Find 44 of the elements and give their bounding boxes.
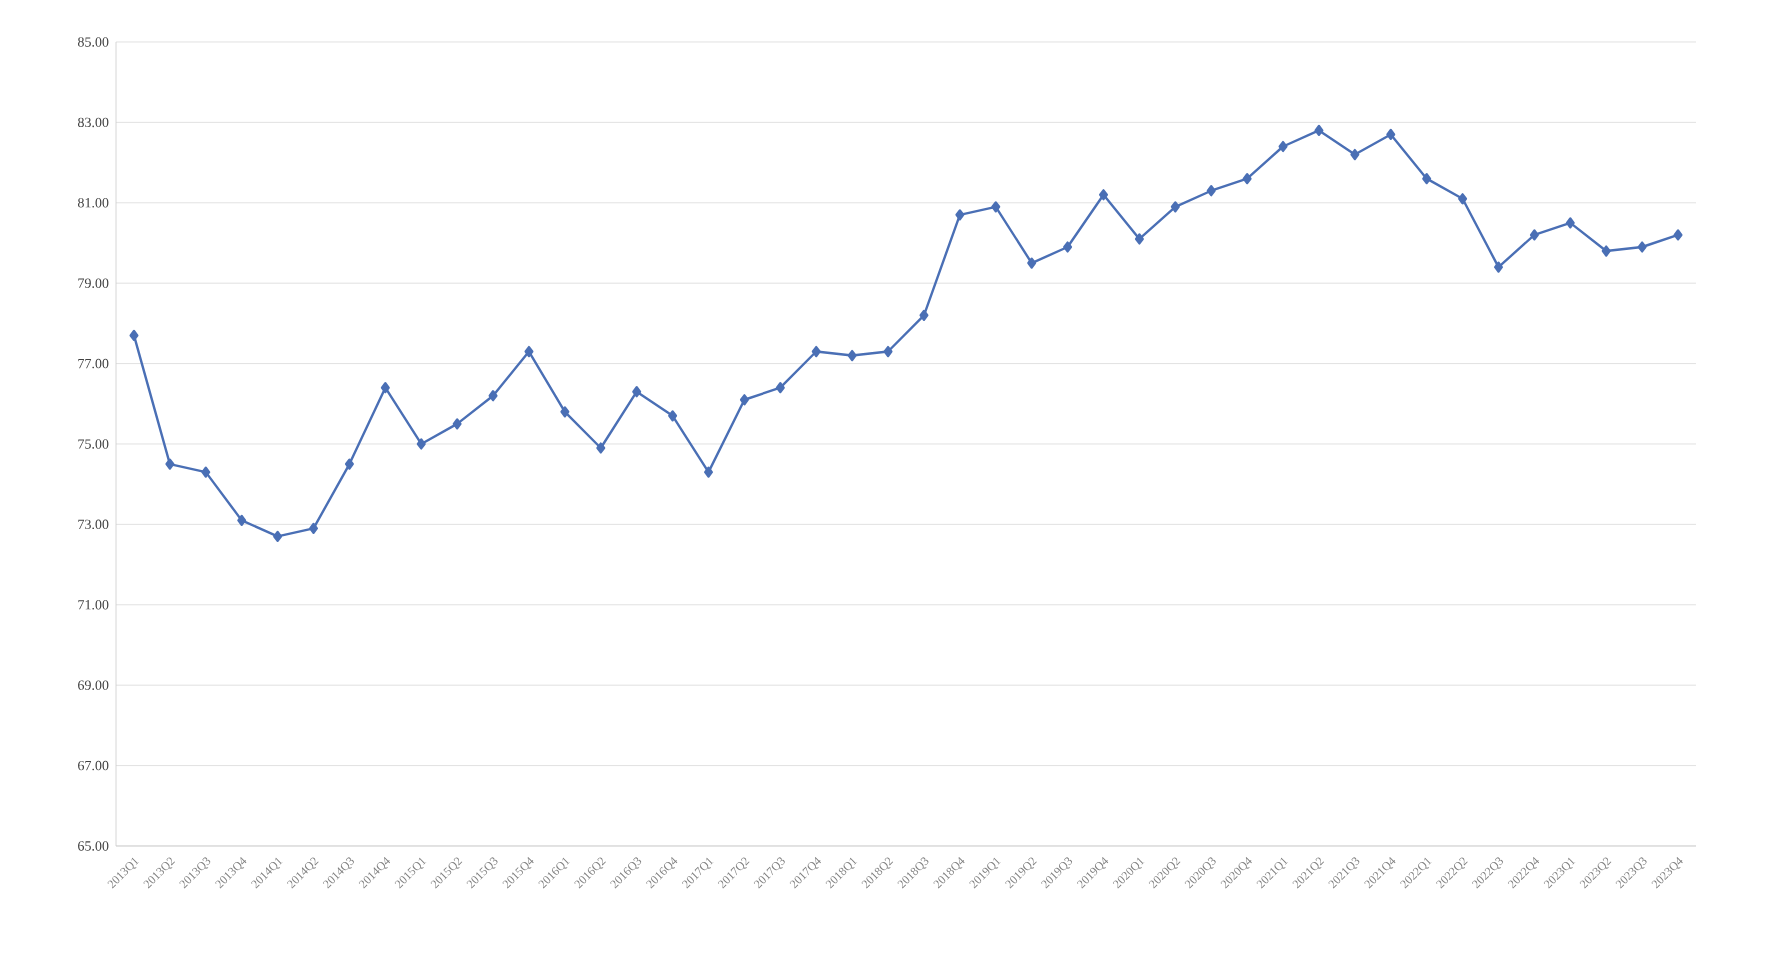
point: [1134, 233, 1144, 245]
point: [237, 514, 247, 526]
point: [919, 309, 929, 321]
point: [1422, 173, 1432, 185]
point: [847, 349, 857, 362]
point: [488, 390, 498, 402]
point: [739, 394, 749, 406]
point: [596, 442, 606, 454]
point: [1493, 261, 1503, 273]
point: [775, 382, 785, 394]
point: [344, 458, 354, 470]
point: [1278, 140, 1288, 153]
point: [1458, 193, 1468, 205]
point: [560, 406, 570, 418]
point: [1242, 173, 1252, 185]
point: [273, 530, 283, 543]
point: [452, 418, 462, 430]
point: [1673, 229, 1683, 241]
point: [201, 466, 211, 478]
point: [1099, 189, 1109, 201]
point: [955, 209, 965, 221]
point: [129, 329, 139, 342]
point: [1637, 241, 1647, 253]
point: [1565, 217, 1575, 229]
point: [416, 438, 426, 450]
point: [380, 382, 390, 394]
point: [1386, 128, 1396, 141]
point: [1529, 229, 1539, 241]
point: [1063, 241, 1073, 253]
point: [309, 522, 319, 534]
point: [1601, 245, 1611, 257]
point: [632, 386, 642, 398]
point: [1206, 185, 1216, 197]
point: [991, 201, 1001, 213]
point: [1170, 201, 1180, 213]
point: [165, 458, 175, 470]
point: [811, 345, 821, 358]
point: [883, 345, 893, 358]
point: [1314, 124, 1324, 137]
point: [1350, 148, 1360, 161]
point: [1027, 257, 1037, 269]
point: [524, 345, 534, 358]
point: [704, 466, 714, 478]
point: [668, 410, 678, 422]
